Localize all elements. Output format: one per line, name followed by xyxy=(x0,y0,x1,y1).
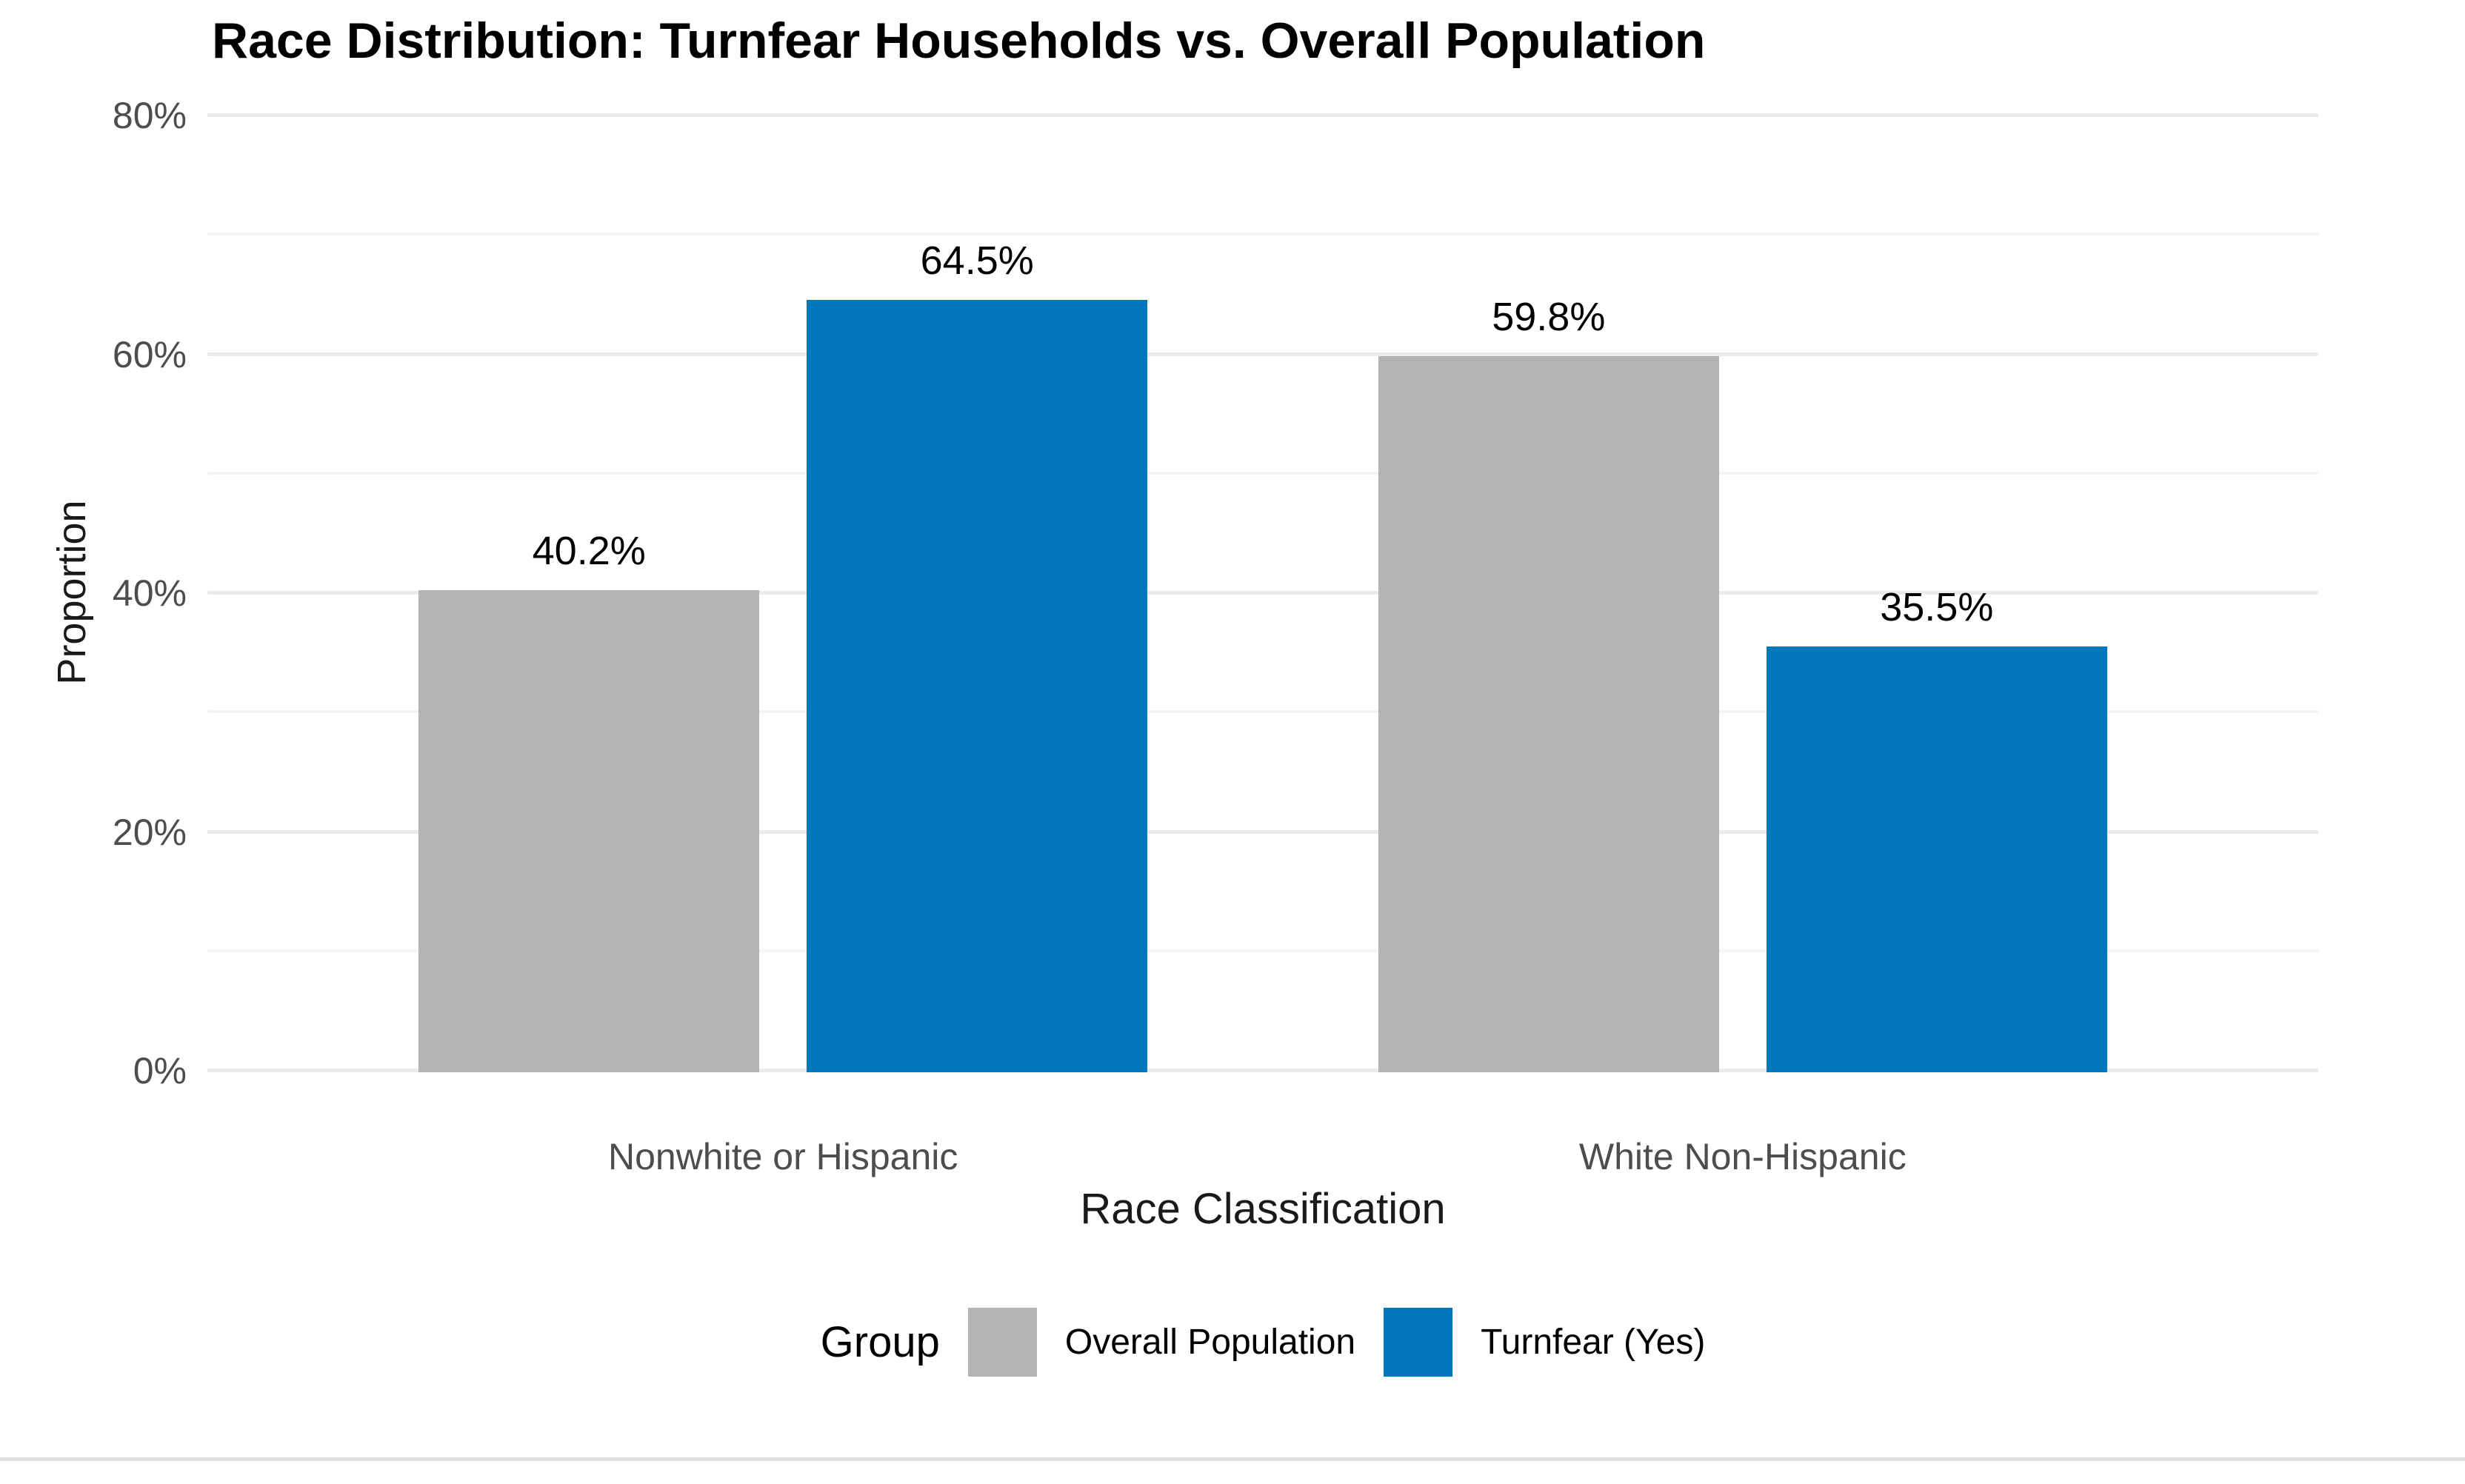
x-tick-label-white-non-hispanic: White Non-Hispanic xyxy=(1578,1136,1907,1177)
legend: Group Overall Population Turnfear (Yes) xyxy=(207,1290,2318,1394)
legend-item-turnfear-yes: Turnfear (Yes) xyxy=(1384,1307,1706,1377)
bar-value-label-turnfear-yes-nonwhite-or-hispanic: 64.5% xyxy=(920,238,1034,283)
x-tick-label-nonwhite-or-hispanic: Nonwhite or Hispanic xyxy=(607,1136,958,1177)
legend-title: Group xyxy=(820,1317,940,1366)
legend-label-turnfear-yes: Turnfear (Yes) xyxy=(1481,1322,1706,1362)
legend-swatch-turnfear-yes xyxy=(1384,1307,1453,1377)
y-tick-label-20: 20% xyxy=(112,811,187,853)
bar-value-label-turnfear-yes-white-non-hispanic: 35.5% xyxy=(1880,584,1994,629)
gridline-minor-70 xyxy=(207,233,2318,236)
legend-label-overall-population: Overall Population xyxy=(1064,1322,1356,1362)
legend-item-overall-population: Overall Population xyxy=(967,1307,1356,1377)
x-axis-title: Race Classification xyxy=(1080,1185,1446,1233)
y-tick-label-0: 0% xyxy=(133,1050,187,1092)
gridline-major-20 xyxy=(207,829,2318,834)
bar-value-label-overall-population-nonwhite-or-hispanic: 40.2% xyxy=(532,528,646,573)
gridline-major-40 xyxy=(207,591,2318,595)
bar-turnfear-yes-nonwhite-or-hispanic xyxy=(807,299,1148,1072)
gridline-minor-30 xyxy=(207,710,2318,714)
legend-swatch-overall-population xyxy=(967,1307,1037,1377)
bar-overall-population-white-non-hispanic xyxy=(1378,355,1719,1072)
gridline-major-0 xyxy=(207,1069,2318,1072)
y-tick-label-40: 40% xyxy=(112,572,187,614)
bar-value-label-overall-population-white-non-hispanic: 59.8% xyxy=(1492,294,1606,339)
legend-items: Overall Population Turnfear (Yes) xyxy=(967,1307,1706,1377)
gridline-major-80 xyxy=(207,113,2318,117)
chart-title: Race Distribution: Turnfear Households v… xyxy=(212,13,1706,69)
bar-turnfear-yes-white-non-hispanic xyxy=(1766,646,2107,1072)
y-tick-label-60: 60% xyxy=(112,333,187,375)
gridline-minor-50 xyxy=(207,471,2318,475)
bottom-divider-line xyxy=(0,1457,2465,1461)
gridline-major-60 xyxy=(207,352,2318,356)
y-axis-title: Proportion xyxy=(50,500,94,685)
y-tick-label-80: 80% xyxy=(112,95,187,136)
bar-overall-population-nonwhite-or-hispanic xyxy=(418,589,760,1072)
gridline-minor-10 xyxy=(207,949,2318,952)
